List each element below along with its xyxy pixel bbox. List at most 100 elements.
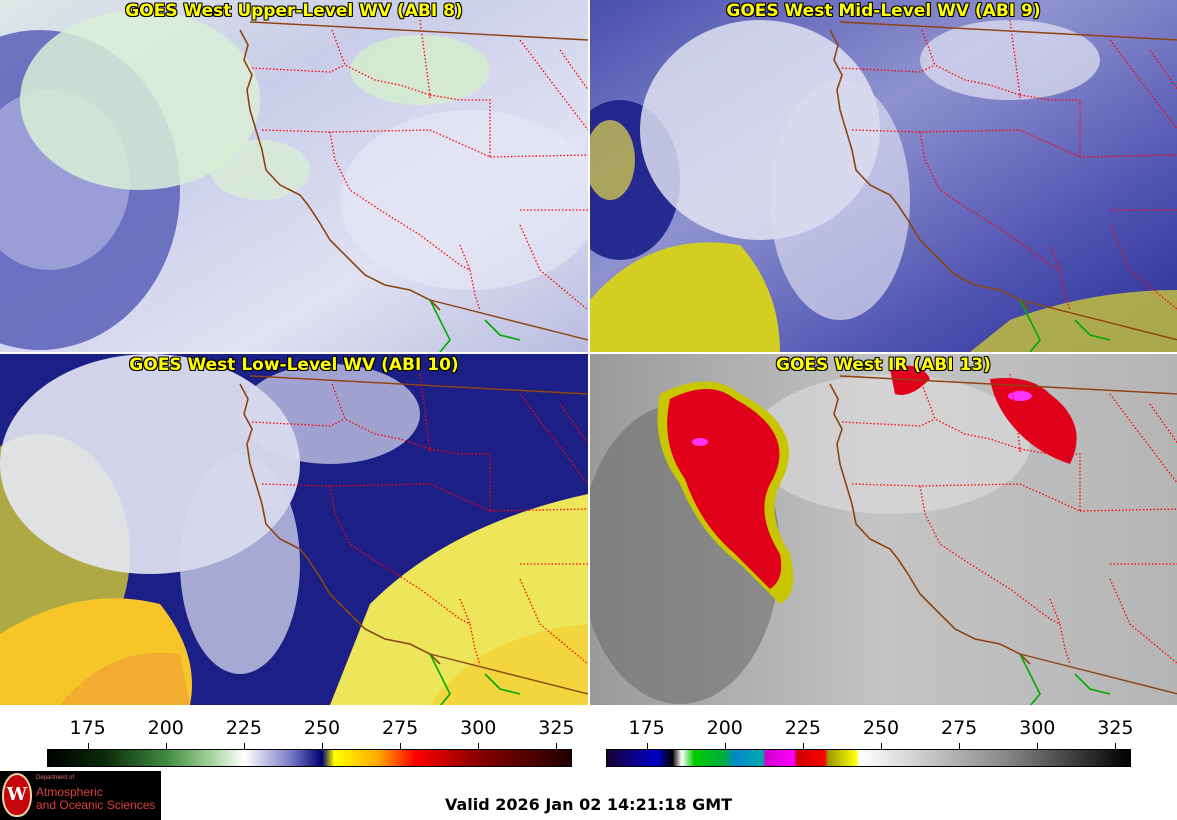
mexico-coastline — [1019, 299, 1111, 352]
colorbar-tick-mark — [478, 743, 480, 749]
state-border-line — [1009, 19, 1021, 96]
map-image-ir — [590, 354, 1177, 705]
state-border-line — [331, 383, 431, 454]
coastline — [829, 383, 1031, 665]
state-border-line — [1019, 94, 1081, 157]
state-border-line — [469, 623, 481, 665]
colorbar-tick-label: 200 — [706, 717, 743, 739]
colorbar-tick-mark — [646, 743, 648, 749]
state-border-line — [1079, 154, 1177, 158]
state-border-line — [1009, 373, 1021, 450]
colorbar-tick-label: 175 — [628, 717, 665, 739]
international-border — [249, 21, 588, 341]
state-border-line — [1149, 49, 1177, 90]
state-border-line — [919, 485, 1061, 625]
state-border-line — [519, 393, 588, 485]
colorbar-tick-label: 300 — [460, 717, 497, 739]
colorbar-tick-label: 225 — [784, 717, 822, 739]
state-border-line — [1109, 578, 1177, 665]
state-border-line — [559, 49, 588, 91]
colorbar-tick-mark — [322, 743, 323, 749]
map-image-mid — [590, 0, 1177, 352]
logo-line2: and Oceanic Sciences — [36, 798, 156, 812]
colorbar-tick-label: 275 — [940, 717, 978, 739]
colorbar-tick-label: 325 — [538, 717, 575, 739]
colorbar-gradient — [606, 749, 1131, 767]
state-border-line — [459, 598, 471, 625]
colorbar-wv: 175 200 225 250 275 300 325 — [47, 715, 575, 770]
colorbar-tick-label: 275 — [381, 717, 419, 739]
panel-title: GOES West Upper-Level WV (ABI 8) — [125, 1, 463, 21]
map-image-upper — [0, 0, 588, 352]
state-border-line — [251, 64, 346, 73]
state-border-line — [469, 269, 481, 311]
state-border-line — [1109, 39, 1177, 130]
colorbar-tick-mark — [802, 743, 804, 749]
state-border-line — [459, 244, 471, 271]
state-border-line — [1019, 448, 1081, 511]
logo-line1: Atmospheric — [36, 785, 103, 799]
international-border — [249, 375, 588, 695]
panel-title: GOES West Low-Level WV (ABI 10) — [129, 355, 459, 375]
state-border-line — [489, 508, 588, 512]
colorbar-tick-label: 175 — [69, 717, 106, 739]
colorbar-tick-label: 300 — [1019, 717, 1056, 739]
state-border-line — [519, 39, 588, 131]
colorbar-tick-mark — [881, 743, 882, 749]
state-border-line — [851, 129, 1081, 158]
colorbar-tick-mark — [959, 743, 961, 749]
state-border-line — [261, 483, 491, 512]
state-border-line — [841, 418, 936, 427]
state-border-line — [1059, 269, 1071, 311]
coastline — [829, 29, 1031, 311]
state-border-line — [921, 29, 1021, 100]
colorbar-gradient — [47, 749, 572, 767]
state-border-line — [559, 403, 588, 445]
colorbar-tick-mark — [724, 743, 726, 749]
colorbar-tick-label: 250 — [303, 717, 341, 739]
state-border-line — [419, 373, 431, 450]
panel-title: GOES West Mid-Level WV (ABI 9) — [726, 1, 1041, 21]
state-border-line — [1109, 224, 1177, 311]
colorbar-tick-label: 250 — [862, 717, 900, 739]
logo-dept: Department of — [36, 775, 75, 781]
aos-logo: W Department of Atmospheric and Oceanic … — [0, 771, 161, 820]
state-border-line — [1079, 508, 1177, 512]
international-border — [839, 375, 1177, 695]
state-border-line — [1049, 244, 1061, 271]
state-border-line — [519, 578, 588, 665]
colorbar-tick-mark — [87, 743, 89, 749]
coastline — [239, 29, 441, 311]
state-border-line — [1109, 393, 1177, 484]
colorbar-tick-label: 200 — [147, 717, 184, 739]
state-border-line — [851, 483, 1081, 512]
colorbar-tick-mark — [400, 743, 402, 749]
state-border-line — [921, 383, 1021, 454]
state-border-line — [1149, 403, 1177, 444]
panel-title: GOES West IR (ABI 13) — [776, 355, 991, 375]
coastline — [239, 383, 441, 665]
state-border-line — [329, 485, 471, 625]
colorbar-tick-mark — [556, 743, 558, 749]
map-image-low — [0, 354, 588, 705]
state-border-line — [429, 448, 491, 511]
panel-mid-level-wv: GOES West Mid-Level WV (ABI 9) — [590, 0, 1177, 352]
state-border-line — [331, 29, 431, 100]
mexico-coastline — [429, 653, 521, 705]
colorbar-tick-mark — [1037, 743, 1039, 749]
state-border-line — [841, 64, 936, 73]
state-border-line — [429, 94, 491, 157]
state-border-line — [251, 418, 346, 427]
valid-time: Valid 2026 Jan 02 14:21:18 GMT — [444, 795, 733, 814]
colorbar-tick-mark — [1115, 743, 1117, 749]
uw-seal-icon: W — [2, 773, 32, 817]
state-border-line — [261, 129, 491, 158]
state-border-line — [1059, 623, 1071, 665]
panel-ir: GOES West IR (ABI 13) — [590, 354, 1177, 705]
colorbar-tick-mark — [243, 743, 245, 749]
mexico-coastline — [1019, 653, 1111, 705]
mexico-coastline — [429, 299, 521, 352]
panel-low-level-wv: GOES West Low-Level WV (ABI 10) — [0, 354, 588, 705]
colorbar-ir: 175 200 225 250 275 300 325 — [606, 715, 1134, 770]
state-border-line — [519, 224, 588, 311]
